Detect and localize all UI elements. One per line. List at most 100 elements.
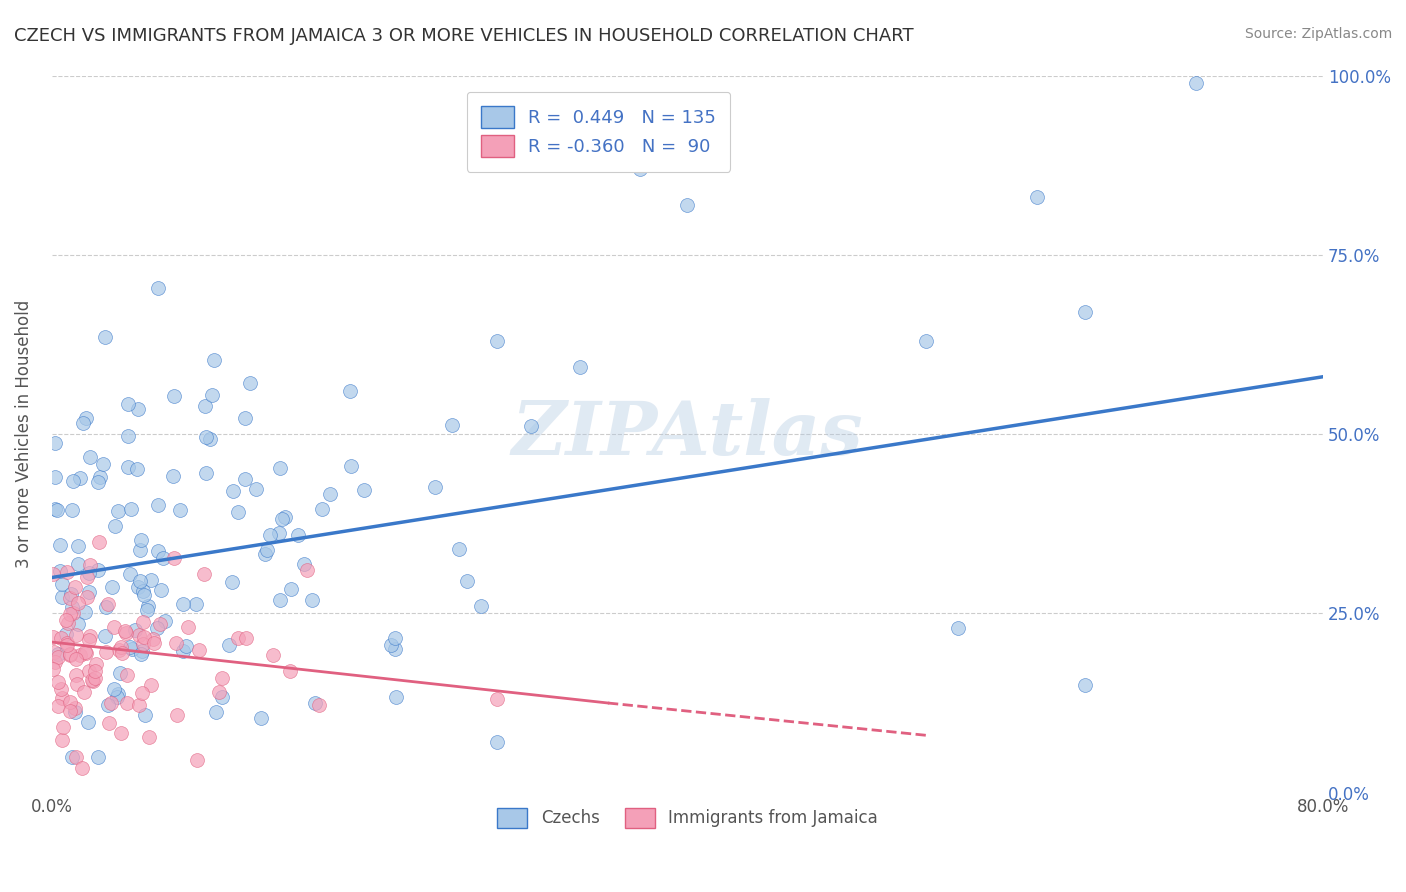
Point [254,547,277,561]
Point [110,640,132,654]
Point [46,649,69,664]
Point [226,631,249,645]
Point [245,482,267,496]
Point [84,665,107,679]
Point [65,628,87,642]
Point [269,461,291,475]
Point [44,502,66,516]
Point [42,662,65,676]
Point [186,753,208,767]
Point [103,620,125,634]
Point [262,648,284,663]
Point [72,416,94,430]
Point [447,541,470,556]
Point [152,551,174,566]
Point [65,652,87,666]
Point [101,580,124,594]
Point [132,584,155,599]
Point [162,469,184,483]
Point [73,685,96,699]
Point [340,458,363,473]
Point [75,646,97,660]
Point [51,690,73,705]
Point [132,631,155,645]
Point [93,629,115,643]
Point [63,705,86,719]
Point [470,599,492,614]
Point [128,627,150,641]
Point [146,498,169,512]
Point [55,636,77,650]
Point [60,749,83,764]
Point [184,597,207,611]
Point [256,543,278,558]
Point [65,668,87,682]
Point [319,487,342,501]
Point [80,673,103,687]
Point [42,630,65,644]
Point [676,197,699,211]
Point [93,330,115,344]
Point [125,461,148,475]
Legend: Czechs, Immigrants from Jamaica: Czechs, Immigrants from Jamaica [491,801,884,835]
Point [75,411,97,425]
Point [118,640,141,655]
Point [174,640,197,654]
Point [114,626,136,640]
Point [142,636,165,650]
Point [120,567,142,582]
Point [456,574,478,588]
Point [59,647,82,661]
Point [117,429,139,443]
Point [98,716,121,731]
Point [628,161,651,176]
Point [218,638,240,652]
Point [51,732,73,747]
Point [87,475,110,489]
Point [129,574,152,589]
Point [569,359,592,374]
Point [441,418,464,433]
Point [1185,76,1208,90]
Point [77,664,100,678]
Point [60,599,83,614]
Point [308,698,330,712]
Point [177,620,200,634]
Point [194,466,217,480]
Point [149,616,172,631]
Point [59,695,82,709]
Point [77,584,100,599]
Point [146,621,169,635]
Point [235,631,257,645]
Point [273,509,295,524]
Point [250,711,273,725]
Point [423,480,446,494]
Point [211,690,233,705]
Point [69,648,91,663]
Point [103,682,125,697]
Point [166,708,188,723]
Point [46,647,69,661]
Point [49,564,72,578]
Point [107,687,129,701]
Point [58,615,80,630]
Point [128,698,150,712]
Point [485,735,508,749]
Point [311,502,333,516]
Point [121,641,143,656]
Point [45,503,67,517]
Point [485,692,508,706]
Point [48,675,70,690]
Point [280,582,302,597]
Point [65,749,87,764]
Text: Source: ZipAtlas.com: Source: ZipAtlas.com [1244,27,1392,41]
Point [59,591,82,606]
Point [172,597,194,611]
Point [110,666,132,681]
Point [127,401,149,416]
Point [66,596,89,610]
Point [194,399,217,413]
Point [120,502,142,516]
Point [56,638,79,652]
Point [339,384,361,398]
